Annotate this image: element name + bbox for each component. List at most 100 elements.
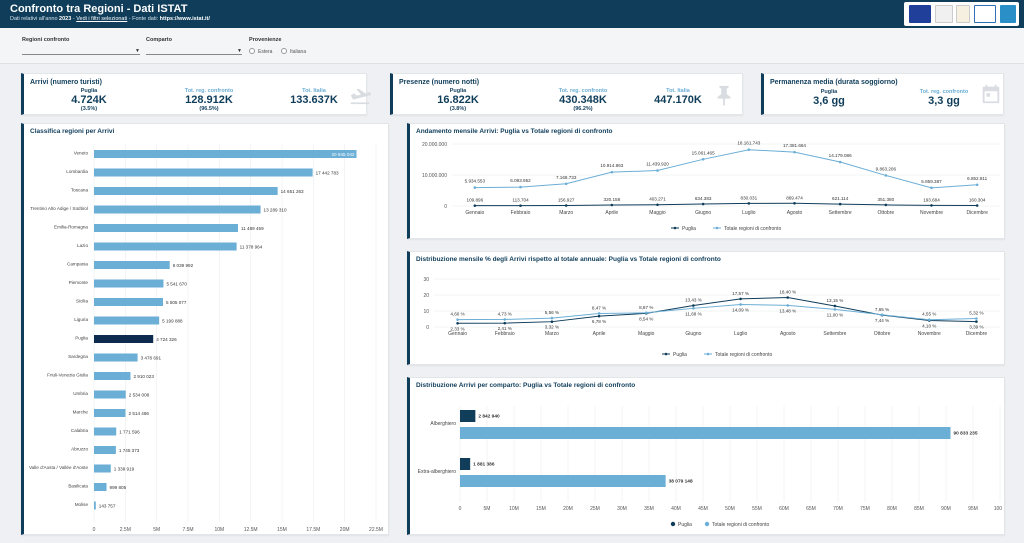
data-point xyxy=(975,204,979,207)
category-label: Valle d'Aosta / Vallée d'Aoste xyxy=(29,465,88,470)
data-point xyxy=(503,321,507,325)
bar xyxy=(94,187,278,195)
chevron-down-icon: ▼ xyxy=(135,48,140,54)
data-label: 193.684 xyxy=(923,197,940,202)
x-tick-label: Gennaio xyxy=(448,331,467,337)
x-tick-label: Dicembre xyxy=(966,331,988,337)
data-point xyxy=(610,170,614,174)
data-label: 17 442 783 xyxy=(316,170,339,175)
kpi-presenze-conf-value: 430.348K xyxy=(559,94,607,106)
legend-label: Puglia xyxy=(673,352,687,358)
category-label: Molise xyxy=(75,502,89,507)
data-point xyxy=(550,316,554,320)
comparto-filter-label: Comparto xyxy=(146,37,172,43)
x-tick-label: Febbraio xyxy=(495,331,515,337)
kpi-arrivi-conf-value: 128.912K xyxy=(185,94,233,106)
data-label: 5,56 % xyxy=(545,310,559,315)
pin-icon xyxy=(717,85,731,106)
x-tick-label: 10M xyxy=(214,527,224,533)
x-tick-label: 20M xyxy=(340,527,350,533)
x-tick-label: Maggio xyxy=(649,210,666,216)
regioni-filter-select[interactable]: ▼ xyxy=(22,47,140,55)
data-point xyxy=(838,202,842,206)
puglia-region-logo xyxy=(956,5,970,23)
source-link[interactable]: https://www.istat.it/ xyxy=(159,16,210,22)
x-tick-label: Luglio xyxy=(734,331,748,337)
x-tick-label: 15M xyxy=(277,527,287,533)
year-value: 2023 xyxy=(59,16,72,22)
data-label: 5,32 % xyxy=(969,310,983,315)
radio-estera[interactable]: Estera xyxy=(249,48,272,55)
x-tick-label: Febbraio xyxy=(511,210,531,216)
y-tick-label: 10 xyxy=(423,309,429,315)
data-point xyxy=(692,304,695,307)
view-filters-link[interactable]: Vedi i filtri selezionati xyxy=(76,16,128,22)
x-tick-label: Ottobre xyxy=(877,210,894,216)
kpi-card-permanenza: Permanenza media (durata soggiorno) Pugl… xyxy=(761,73,1004,115)
data-label: 9.863.206 xyxy=(876,166,897,171)
x-tick-label: 0 xyxy=(93,527,96,533)
x-tick-label: 2.5M xyxy=(120,527,131,533)
x-tick-label: 45M xyxy=(698,506,708,512)
data-label: 869.474 xyxy=(786,195,803,200)
y-tick-label: 20 xyxy=(423,293,429,299)
data-label: 1 771 596 xyxy=(119,429,140,434)
data-point xyxy=(975,320,978,323)
bar xyxy=(94,279,164,288)
data-point xyxy=(975,317,978,320)
data-label: 156.927 xyxy=(558,198,575,203)
category-label: Lazio xyxy=(77,243,88,248)
data-point xyxy=(701,202,705,206)
data-label: 1 881 386 xyxy=(473,462,495,468)
data-label: 17,57 % xyxy=(732,291,749,296)
kpi-arrivi-puglia-value: 4.724K xyxy=(71,94,107,106)
data-label: 6,78 % xyxy=(592,319,606,324)
data-label: 4,55 % xyxy=(922,312,936,317)
category-label: Veneto xyxy=(74,151,89,156)
x-tick-label: 70M xyxy=(833,506,843,512)
category-label: Friuli-Venezia Giulia xyxy=(47,373,88,378)
data-label: 18,40 % xyxy=(779,290,796,295)
kpi-presenze-italia-label: Tot. Italia xyxy=(666,88,690,94)
data-label: 2 534 008 xyxy=(129,392,150,397)
panel-classifica: Classifica regioni per Arrivi 0 2.5M 5M 7.5… xyxy=(21,123,389,535)
radio-italiana[interactable]: Italiana xyxy=(281,48,306,55)
x-tick-label: 0 xyxy=(459,506,462,512)
source-label: - Fonte dati: xyxy=(127,16,160,22)
data-point xyxy=(473,186,477,189)
data-label: 6.852.811 xyxy=(967,176,988,181)
data-label: 5 541 670 xyxy=(166,281,187,286)
kpi-presenze-conf-pct: (96.2%) xyxy=(573,106,593,112)
series-line xyxy=(474,202,978,207)
data-label: 351.380 xyxy=(878,197,895,202)
puglia-promozione-logo xyxy=(1000,5,1016,23)
data-label: 2,41 % xyxy=(498,326,512,331)
legend-marker xyxy=(664,352,668,356)
kpi-arrivi-conf-label: Tot. reg. confronto xyxy=(184,88,234,94)
andamento-chart: 0 10.000.000 20.000.000 Gennaio Febbraio Marz… xyxy=(422,141,1000,232)
data-label: 15.061.465 xyxy=(692,150,715,155)
y-tick-label: 10.000.000 xyxy=(422,173,447,179)
category-label: Piemonte xyxy=(69,280,89,285)
data-label: 5 505 077 xyxy=(166,300,187,305)
classifica-title: Classifica regioni per Arrivi xyxy=(30,128,115,135)
data-label: 160.304 xyxy=(969,198,986,203)
category-label: Liguria xyxy=(74,317,88,322)
poc-logo xyxy=(974,5,996,23)
bar xyxy=(94,427,117,436)
data-point xyxy=(838,160,842,164)
data-point xyxy=(610,203,614,207)
data-label: 14,09 % xyxy=(732,307,749,312)
chevron-down-icon: ▼ xyxy=(237,48,242,54)
data-label: 13 289 310 xyxy=(264,207,287,212)
comparto-filter-select[interactable]: ▼ xyxy=(146,47,242,55)
series-line xyxy=(457,303,977,321)
category-label: Basilicata xyxy=(68,484,88,489)
kpi-arrivi-puglia-label: Puglia xyxy=(80,88,98,94)
data-label: 2,33 % xyxy=(450,326,464,331)
category-label: Toscana xyxy=(71,188,89,193)
x-tick-label: Maggio xyxy=(638,331,655,337)
category-label: Sardegna xyxy=(68,354,88,359)
data-label: 109.896 xyxy=(467,198,484,203)
bar xyxy=(94,464,111,473)
